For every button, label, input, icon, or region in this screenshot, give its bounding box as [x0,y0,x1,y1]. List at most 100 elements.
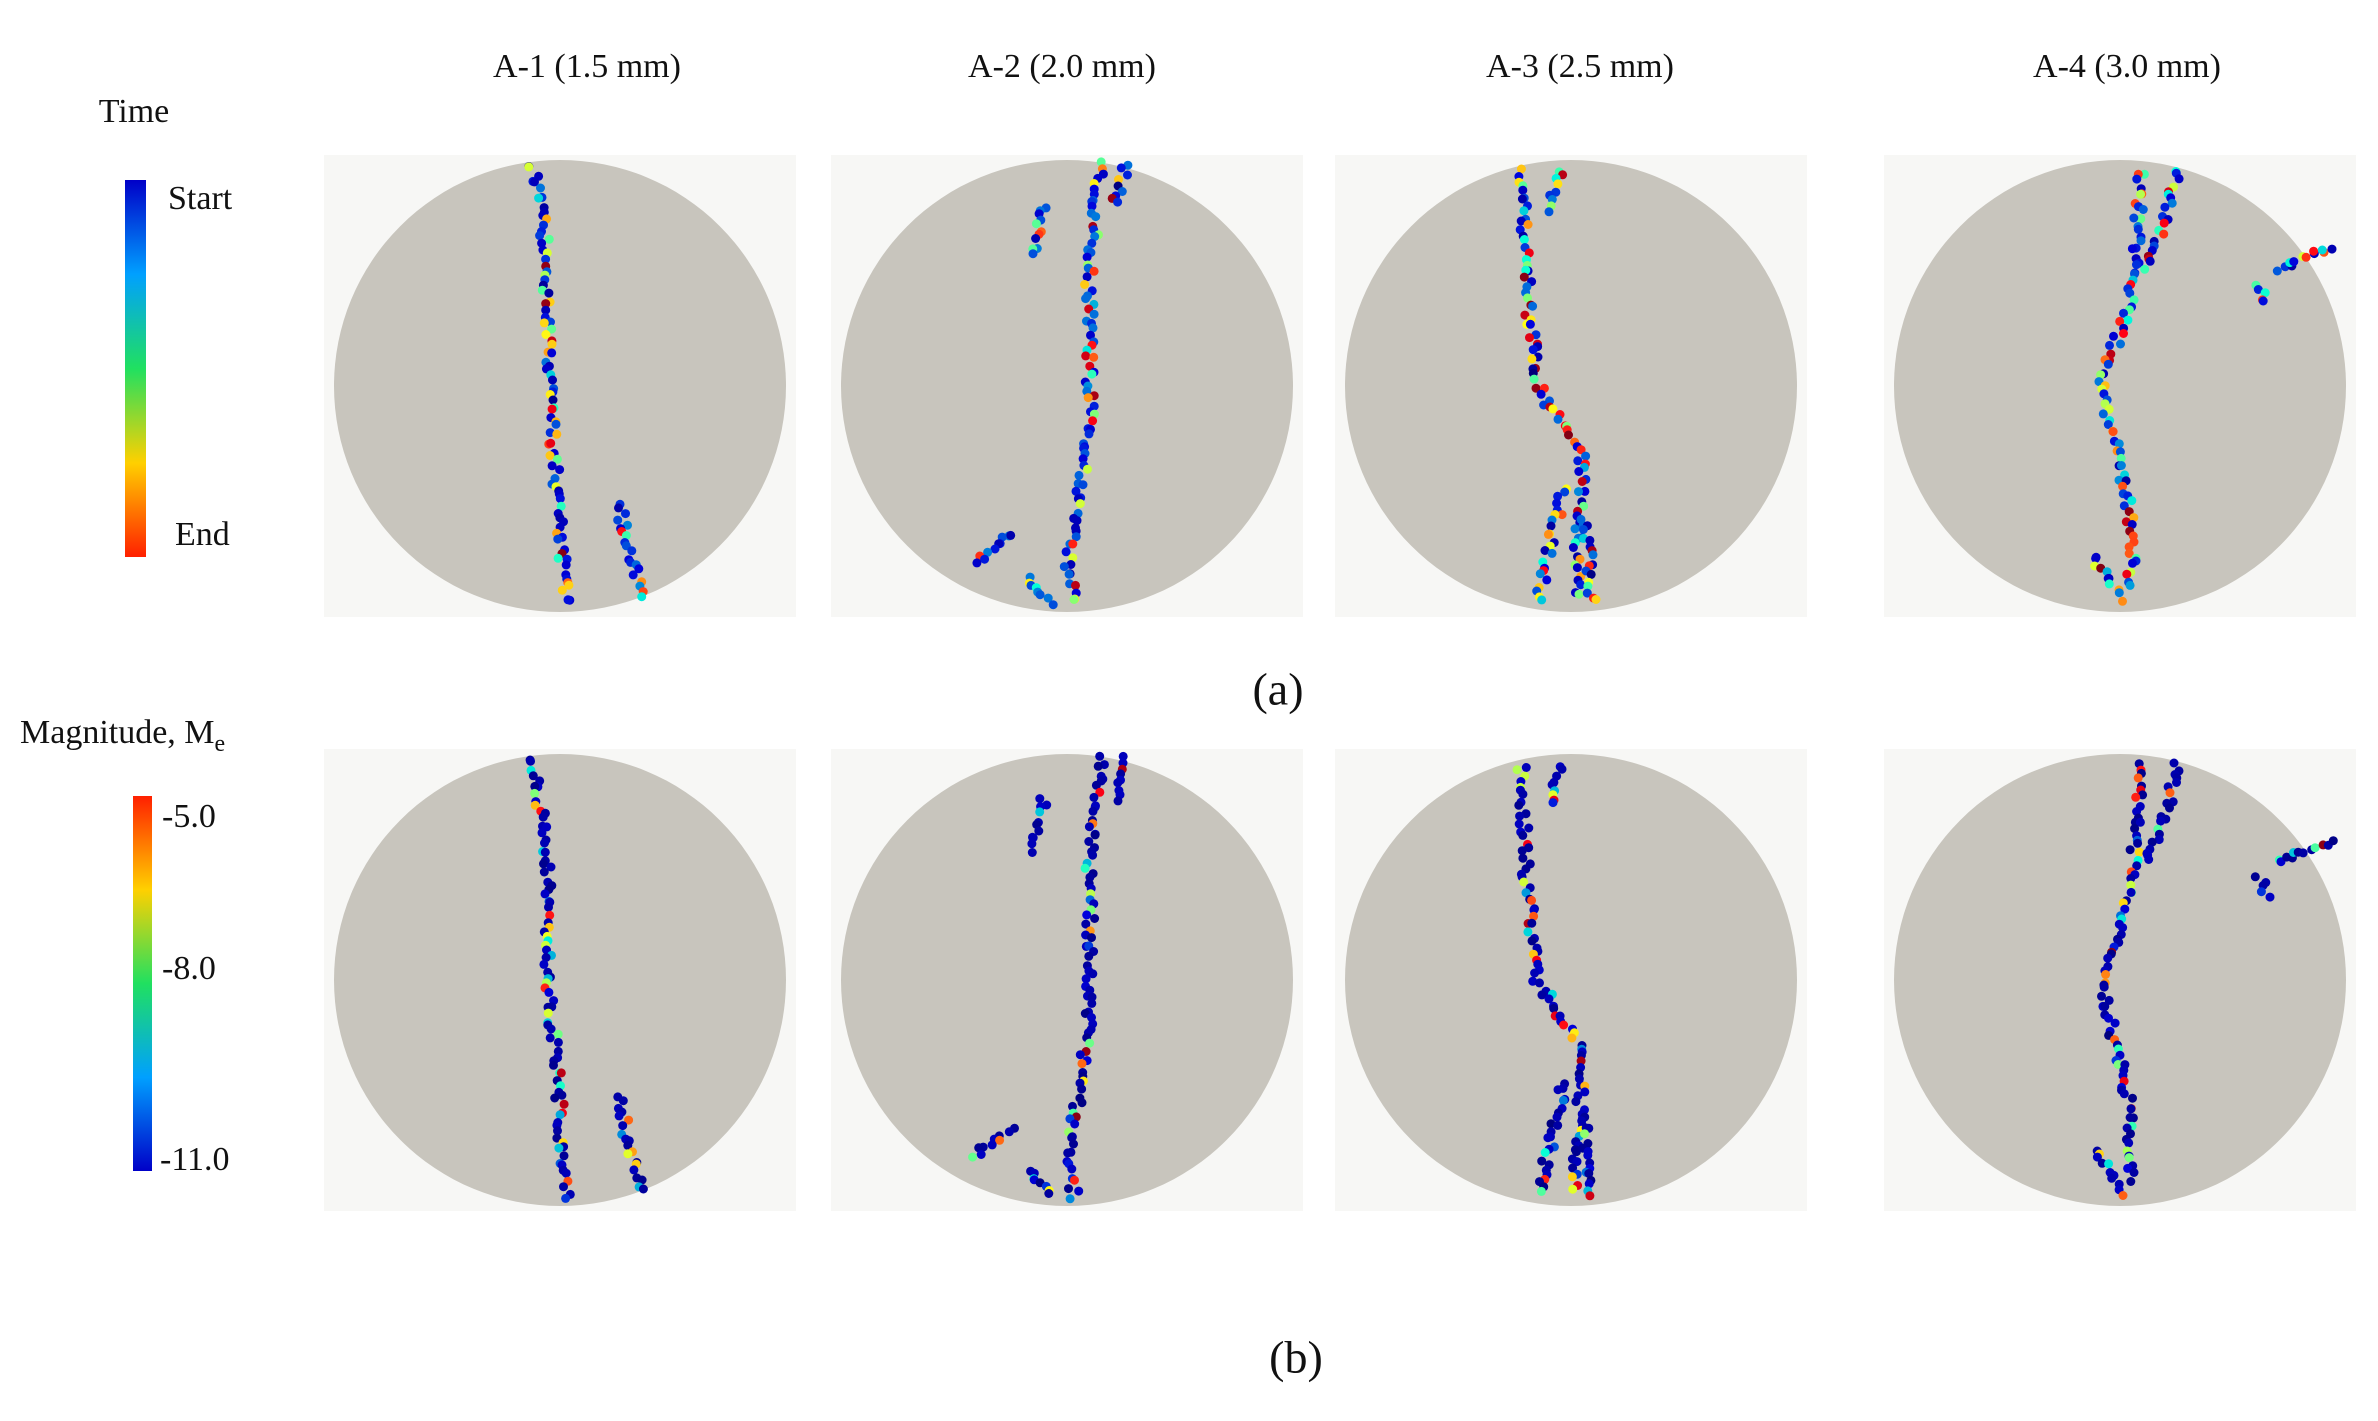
event-dot [1525,333,1534,343]
specimen [334,160,786,612]
column-title: A-2 (2.0 mm) [968,48,1156,85]
event-dot [559,1151,569,1161]
event-dot [537,828,547,838]
event-dot [1090,232,1100,241]
event-dot [1064,1184,1073,1194]
event-dot [1065,1194,1075,1204]
event-dot [629,1165,639,1175]
event-dot [1514,819,1524,829]
event-dot [1531,383,1541,393]
event-dot [2115,316,2125,326]
event-dot [1519,272,1529,282]
event-dot [1585,535,1595,545]
event-dot [2133,224,2143,234]
panel-label: (b) [1269,1332,1323,1383]
event-dot [1528,345,1538,355]
event-dot [2140,264,2150,274]
event-dot [623,1149,633,1159]
event-dot [1553,1120,1563,1130]
event-dot [1543,529,1553,539]
event-dot [1584,1179,1594,1189]
event-dot [2124,549,2134,558]
event-dot [1582,588,1592,598]
event-dot [1553,414,1563,424]
event-dot [1074,470,1084,480]
event-dot [1035,590,1045,600]
event-dot [2118,596,2127,606]
event-dot [2128,1093,2137,1103]
event-dot [1579,501,1589,511]
event-dot [1586,569,1596,579]
event-dot [1095,751,1105,761]
event-dot [1557,764,1567,774]
event-dot [2174,174,2184,184]
event-dot [2301,252,2311,262]
event-dot [1576,580,1586,590]
event-dot [547,404,557,414]
event-dot [2115,447,2125,457]
event-dot [1072,516,1082,526]
event-dot [1580,486,1590,496]
event-dot [2289,257,2299,267]
event-dot [541,254,551,264]
event-dot [1536,389,1546,399]
event-dot [546,438,556,448]
event-dot [1529,911,1539,921]
event-dot [1087,992,1097,1002]
event-dot [1553,491,1563,501]
event-dot [623,1141,633,1150]
event-dot [2097,991,2106,1001]
event-dot [1572,1157,1582,1167]
event-dot [2133,773,2143,783]
specimen [1345,160,1797,612]
event-dot [2114,439,2124,449]
event-dot [1071,532,1081,542]
event-dot [628,570,638,580]
event-dot [2125,288,2135,298]
event-dot [1574,487,1583,497]
event-dot [1591,595,1601,604]
event-dot [534,193,544,203]
event-dot [2124,1138,2134,1148]
event-dot [1068,539,1078,549]
event-dot [530,788,540,798]
event-dot [2327,244,2337,254]
event-dot [1574,589,1584,599]
event-dot [530,800,540,810]
event-dot [557,585,567,595]
event-dot [1070,1175,1079,1185]
event-dot [1568,543,1578,552]
event-dot [621,531,631,540]
event-dot [541,330,551,339]
event-dot [2113,1060,2123,1069]
event-dot [2154,835,2164,845]
event-dot [1059,562,1069,572]
event-dot [556,501,566,511]
event-dot [1525,319,1535,329]
event-dot [637,1175,647,1185]
event-dot [1064,569,1074,579]
event-dot [2165,803,2174,813]
event-dot [1113,796,1123,806]
event-dot [1082,910,1092,920]
event-dot [1536,1186,1546,1196]
legend-tick: -8.0 [162,950,216,987]
event-dot [1514,800,1524,810]
event-dot [2126,880,2136,890]
event-dot [1576,445,1586,455]
event-dot [2127,244,2137,254]
event-dot [1540,546,1550,555]
event-dot [1564,430,1573,440]
event-dot [1568,1163,1578,1173]
event-dot [544,288,554,298]
event-dot [540,838,549,848]
event-dot [2145,256,2155,266]
event-dot [2108,427,2118,437]
event-dot [2265,892,2275,902]
event-dot [544,902,553,912]
event-dot [1519,206,1529,216]
event-dot [545,910,555,920]
legend-label: End [175,516,230,553]
panel-label: (a) [1252,664,1303,715]
